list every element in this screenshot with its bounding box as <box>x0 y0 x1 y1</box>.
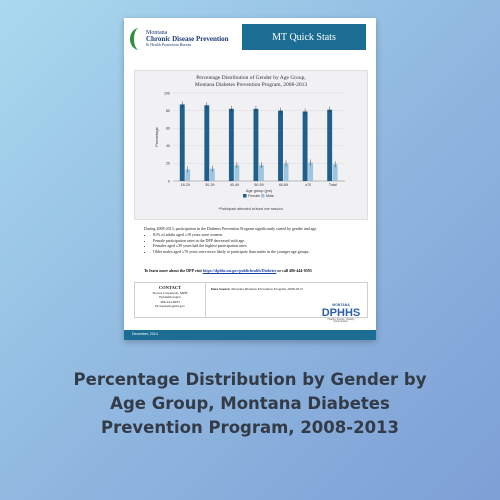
y-axis-label: Percentage <box>155 127 159 146</box>
data-source-label: Data Source: <box>211 287 231 291</box>
contact-role: Epidemiologist <box>159 295 181 300</box>
document-header: Montana Chronic Disease Prevention & Hea… <box>124 18 376 62</box>
bar-male <box>332 164 338 181</box>
header-title: MT Quick Stats <box>242 24 366 50</box>
learn-prefix: To learn more about the DPP visit <box>144 268 203 273</box>
bar-male <box>209 168 215 181</box>
logo-line-2: Chronic Disease Prevention <box>146 35 229 43</box>
bar-female <box>179 104 185 181</box>
bar-male <box>283 163 289 181</box>
x-tick-label: Total <box>329 183 337 187</box>
bar-female <box>228 108 234 181</box>
summary-bullet: Females aged ≤39 years had the highest p… <box>153 243 366 248</box>
x-tick-label: 30-39 <box>205 183 214 187</box>
dphhs-tagline: Healthy People. Healthy Communities. <box>327 317 355 323</box>
contact-block: CONTACT Dorota Carpenedo, MPH Epidemiolo… <box>135 283 206 317</box>
legend-swatch <box>261 194 265 198</box>
y-tick-label: 20 <box>166 162 170 166</box>
summary-bullet: 81% of adults aged ≥18 years were women. <box>153 232 366 237</box>
contact-email[interactable]: Dcarpenedo@mt.gov <box>155 304 185 309</box>
bar-male <box>185 169 191 181</box>
footer-date: December, 2014 <box>132 332 158 336</box>
contact-name: Dorota Carpenedo, MPH <box>152 290 188 295</box>
y-tick-label: 60 <box>166 127 170 131</box>
chart-footnote: *Participant attended at least one sessi… <box>218 207 284 211</box>
montana-logo-icon <box>130 28 148 50</box>
contact-panel: CONTACT Dorota Carpenedo, MPH Epidemiolo… <box>134 282 368 318</box>
bar-female <box>327 109 333 181</box>
x-tick-label: ≥70 <box>305 183 311 187</box>
document-footer: December, 2014 <box>124 330 376 340</box>
bar-female <box>253 108 259 181</box>
dpp-link[interactable]: https://dphhs.mt.gov/publichealth/Diabet… <box>202 268 277 273</box>
x-axis-label: Age group (yrs) <box>246 189 273 193</box>
logo-line-3: & Health Promotion Bureau <box>146 42 192 47</box>
x-tick-label: 18-29 <box>181 183 190 187</box>
bar-chart: 0 20 40 60 80 100 Percentage 18-29 30-39 40-49 50-… <box>155 91 345 198</box>
dphhs-state: MONTANA <box>332 303 350 307</box>
chart-title-line-2: Montana Diabetes Prevention Program, 200… <box>194 81 308 88</box>
chart-panel: Percentage Distribution of Gender by Age… <box>134 70 368 220</box>
y-tick-label: 100 <box>164 91 170 95</box>
x-tick-label: 60-69 <box>279 183 288 187</box>
legend-label: Female <box>248 194 260 198</box>
page-caption: Percentage Distribution by Gender by Age… <box>73 370 427 437</box>
contact-phone: 406-444-6933 <box>160 299 180 304</box>
bureau-logo: Montana Chronic Disease Prevention & Hea… <box>146 30 229 47</box>
contact-title: CONTACT <box>158 285 182 290</box>
chart-title: Percentage Distribution of Gender by Age… <box>135 75 367 88</box>
data-source: Data Source: Montana Diabetes Prevention… <box>211 287 303 291</box>
logo-line-1: Montana <box>146 30 168 36</box>
legend-swatch <box>243 194 247 198</box>
dphhs-logo: MONTANA DPHHS Healthy People. Healthy Co… <box>320 303 362 324</box>
bar-male <box>234 165 240 181</box>
y-tick-label: 40 <box>166 144 170 148</box>
summary-text: During 2008-2013, participation in the D… <box>144 226 318 231</box>
dphhs-name: DPHHS <box>321 306 361 319</box>
learn-suffix: or call 406-444-0593 <box>276 268 312 273</box>
bar-male <box>259 165 264 181</box>
summary-bullet: Older males aged ≥70 years were more lik… <box>153 249 366 254</box>
bar-female <box>204 105 210 181</box>
chart-title-line-1: Percentage Distribution of Gender by Age… <box>196 75 306 81</box>
legend-label: Male <box>266 194 274 198</box>
bar-female <box>302 111 308 181</box>
summary-section: During 2008-2013, participation in the D… <box>144 226 366 254</box>
x-tick-label: 40-49 <box>230 183 239 187</box>
quick-stats-document: Montana Chronic Disease Prevention & Hea… <box>124 18 376 340</box>
x-tick-label: 50-59 <box>254 183 263 187</box>
data-source-text: Montana Diabetes Prevention Program, 200… <box>230 287 303 291</box>
y-tick-label: 80 <box>166 109 170 113</box>
learn-more: To learn more about the DPP visit https:… <box>144 268 366 273</box>
bar-male <box>308 162 314 181</box>
bar-female <box>278 110 283 181</box>
y-tick-label: 0 <box>168 179 170 183</box>
summary-bullet: Female participation rates in the DPP de… <box>153 238 366 243</box>
summary-bullets: 81% of adults aged ≥18 years were women.… <box>144 232 366 254</box>
